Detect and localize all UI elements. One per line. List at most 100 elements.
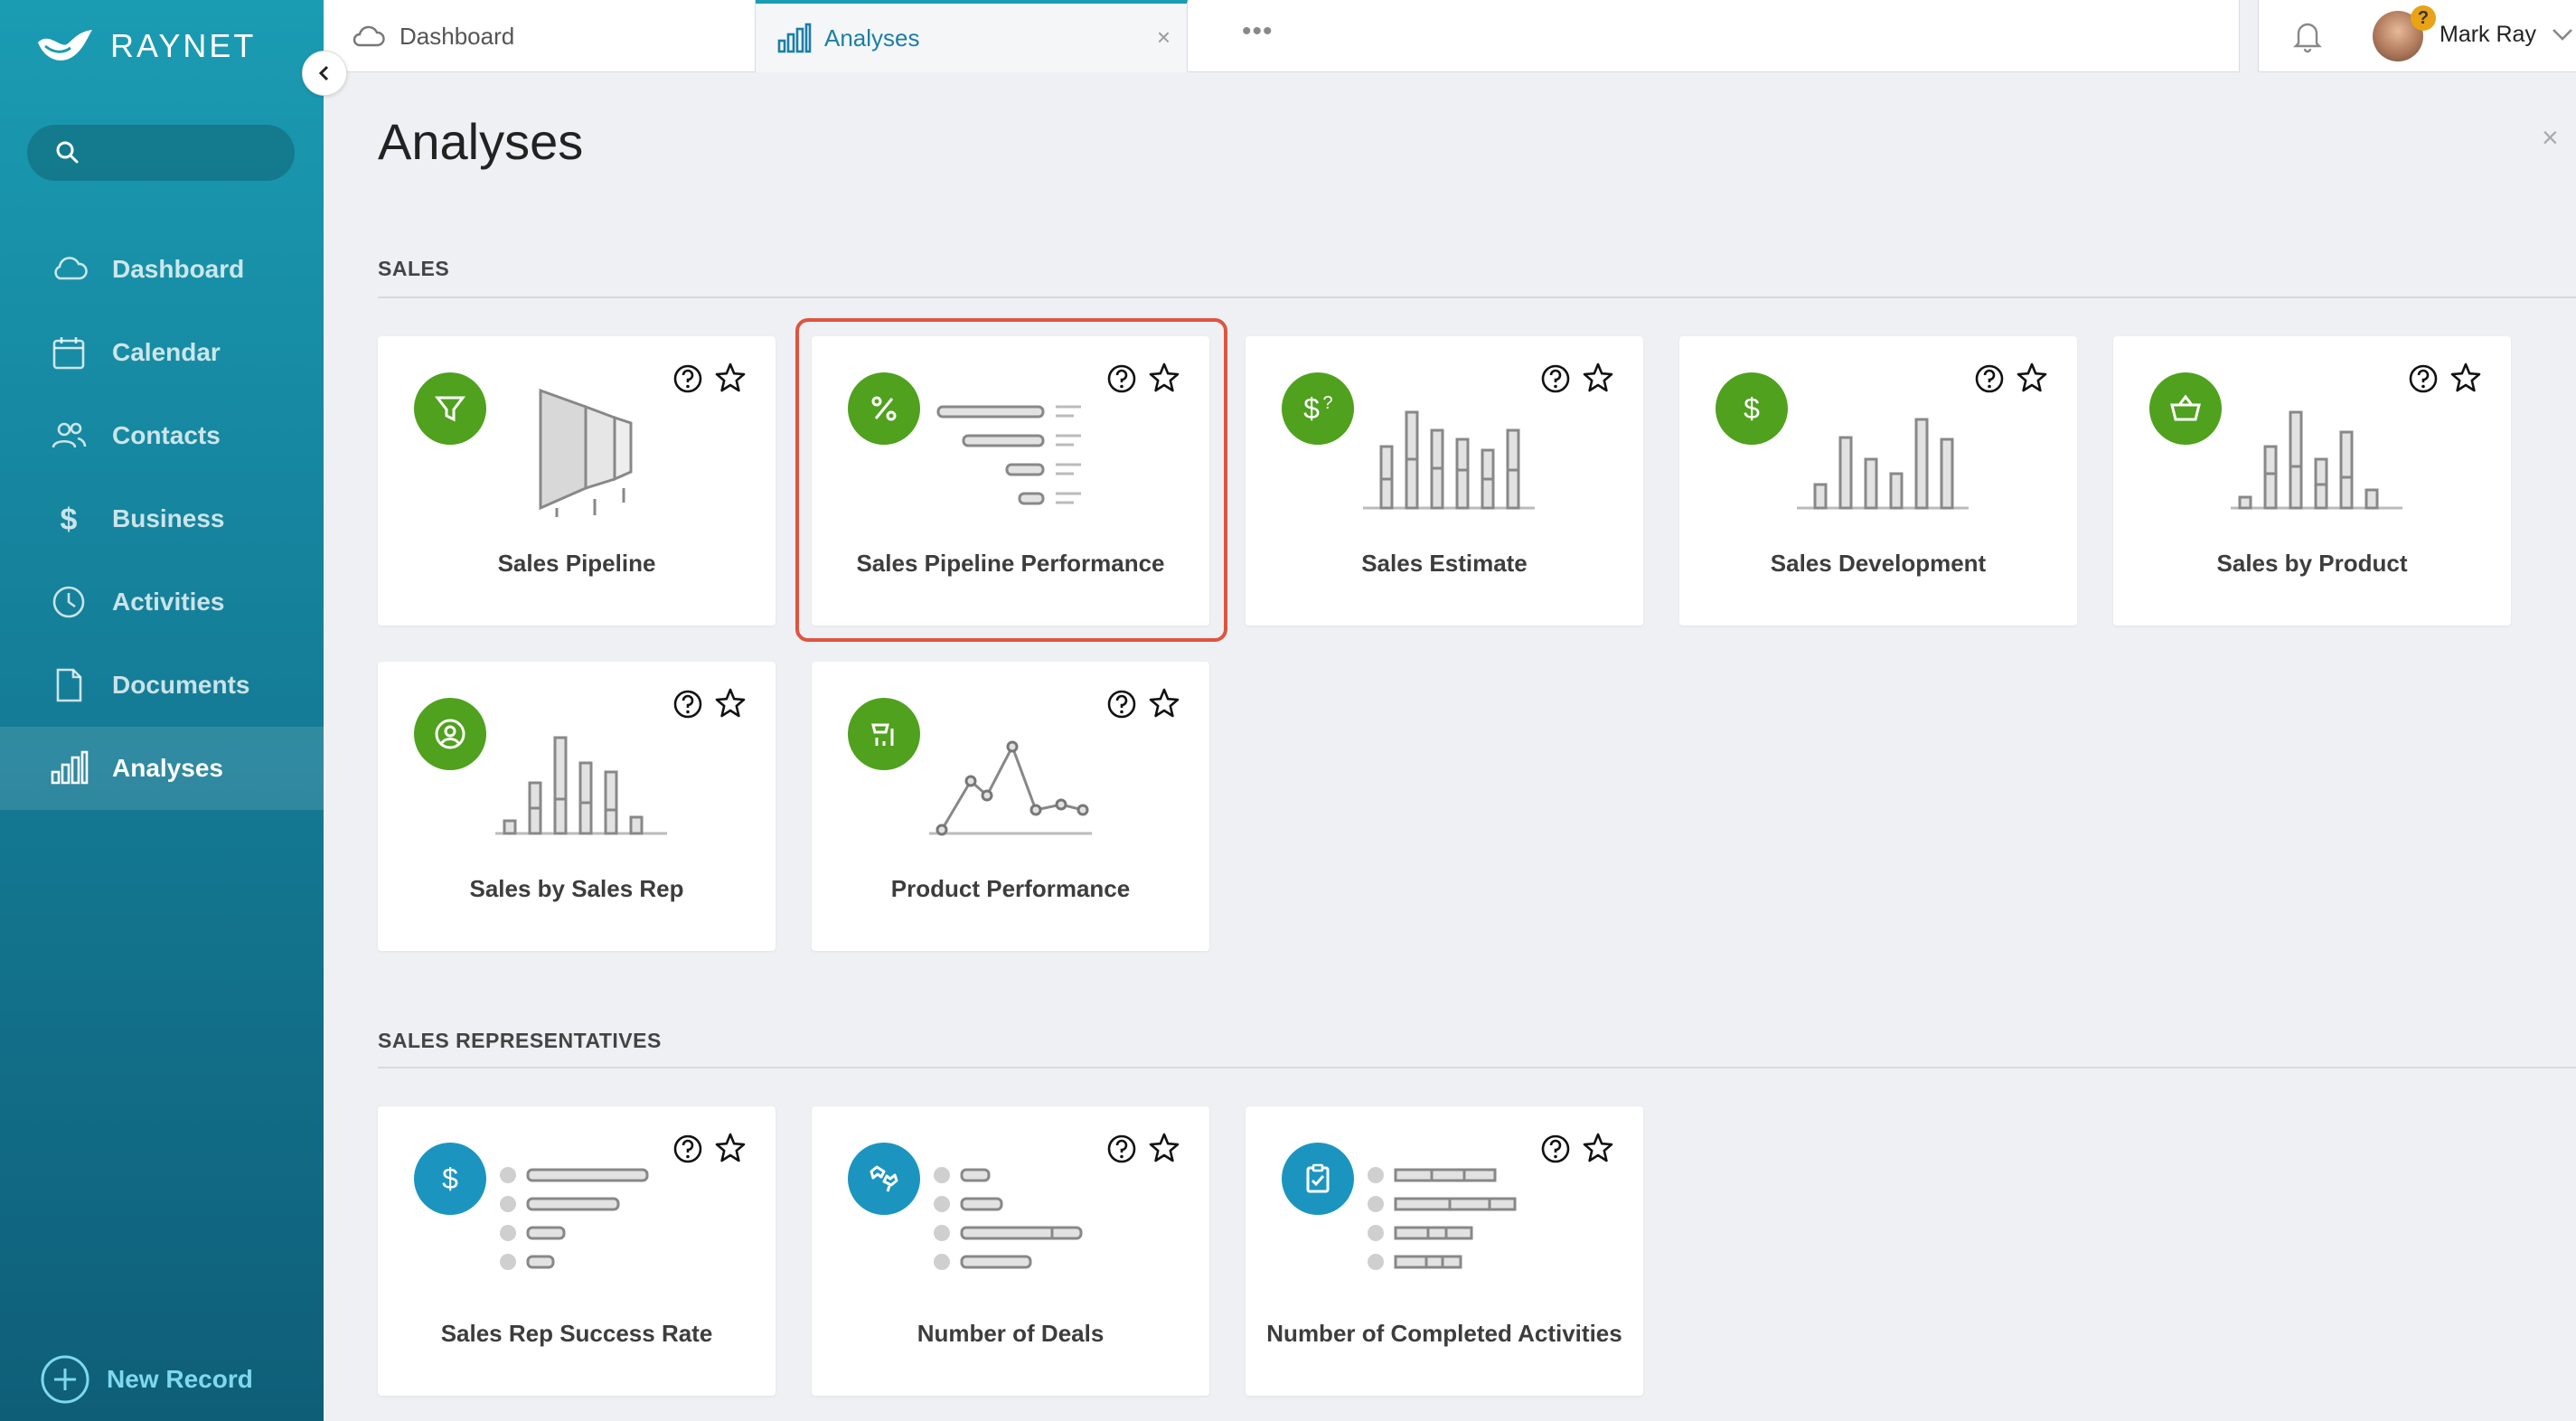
clock-icon xyxy=(52,586,85,618)
sidebar-search-input[interactable] xyxy=(27,125,295,181)
analysis-card-sales-estimate[interactable]: $? Sales Estimate xyxy=(1246,336,1643,626)
analysis-card-sales-pipeline[interactable]: Sales Pipeline xyxy=(378,336,776,626)
svg-text:$: $ xyxy=(61,503,78,537)
star-icon[interactable] xyxy=(1148,1132,1180,1164)
star-icon[interactable] xyxy=(2016,362,2048,394)
cloud-icon xyxy=(353,25,385,47)
svg-text:$: $ xyxy=(442,1162,458,1195)
analysis-card-sales-rep-success-rate[interactable]: $ Sales Rep Success Rate xyxy=(378,1106,776,1396)
help-icon[interactable] xyxy=(1540,363,1571,394)
selection-highlight xyxy=(795,318,1227,642)
analysis-card-number-of-deals[interactable]: Number of Deals xyxy=(812,1106,1209,1396)
bar-chart-icon xyxy=(777,23,812,53)
star-icon[interactable] xyxy=(2449,362,2482,394)
sidebar-item-analyses[interactable]: Analyses xyxy=(0,727,324,810)
help-icon[interactable] xyxy=(672,1134,703,1164)
help-icon[interactable] xyxy=(1540,1134,1571,1164)
analysis-card-sales-development[interactable]: $ Sales Development xyxy=(1679,336,2077,626)
sidebar-item-label: Calendar xyxy=(112,338,221,366)
clipboard-check-icon xyxy=(1282,1143,1354,1215)
card-label: Sales Pipeline Performance xyxy=(856,550,1165,577)
tabs-more-button[interactable]: ••• xyxy=(1242,16,1274,46)
sidebar-item-label: Dashboard xyxy=(112,255,245,283)
svg-text:?: ? xyxy=(1322,393,1332,413)
tab-bar: Dashboard Analyses × ••• xyxy=(324,0,2240,72)
sidebar-item-dashboard[interactable]: Dashboard xyxy=(0,228,324,311)
star-icon[interactable] xyxy=(714,1132,747,1164)
sidebar-item-contacts[interactable]: Contacts xyxy=(0,394,324,477)
avatar-badge: ? xyxy=(2411,5,2436,31)
sidebar-item-label: Contacts xyxy=(112,421,221,449)
cloud-icon xyxy=(54,257,88,280)
star-icon[interactable] xyxy=(1148,687,1180,720)
by-sales-rep-illustration xyxy=(495,736,667,835)
analysis-card-product-performance[interactable]: Product Performance xyxy=(812,662,1209,951)
plus-circle-icon xyxy=(41,1355,89,1404)
product-performance-illustration xyxy=(929,740,1092,836)
sidebar-item-label: Analyses xyxy=(112,754,223,782)
card-label: Sales Estimate xyxy=(1361,550,1528,577)
handshake-icon xyxy=(848,1143,920,1215)
search-icon xyxy=(56,141,79,164)
chevron-down-icon[interactable] xyxy=(2550,25,2575,43)
svg-text:$: $ xyxy=(1744,392,1760,425)
new-record-label: New Record xyxy=(107,1365,253,1393)
card-label: Sales by Product xyxy=(2216,550,2408,577)
help-icon[interactable] xyxy=(1106,363,1137,394)
contacts-icon xyxy=(52,422,87,448)
document-icon xyxy=(56,668,82,702)
help-icon[interactable] xyxy=(1106,1134,1137,1164)
funnel-illustration xyxy=(539,388,633,517)
sidebar-item-documents[interactable]: Documents xyxy=(0,644,324,727)
tab-close-icon[interactable]: × xyxy=(1156,24,1170,51)
help-icon[interactable] xyxy=(1106,689,1137,720)
user-name[interactable]: Mark Ray xyxy=(2440,22,2536,47)
bell-icon[interactable] xyxy=(2291,18,2324,54)
card-label: Number of Deals xyxy=(917,1320,1105,1347)
new-record-button[interactable]: New Record xyxy=(40,1354,253,1405)
funnel-icon xyxy=(414,372,486,445)
sidebar-item-label: Business xyxy=(112,504,225,532)
tab-dashboard[interactable]: Dashboard xyxy=(324,0,756,72)
analysis-card-number-of-completed-activities[interactable]: Number of Completed Activities xyxy=(1246,1106,1643,1396)
star-icon[interactable] xyxy=(1148,362,1180,394)
raynet-logo[interactable]: RAYNET xyxy=(36,24,256,69)
analysis-card-sales-by-product[interactable]: Sales by Product xyxy=(2113,336,2511,626)
star-icon[interactable] xyxy=(1582,362,1614,394)
sidebar-nav: Dashboard Calendar Contacts $ Business A… xyxy=(0,228,324,810)
completed-activities-illustration xyxy=(1368,1167,1517,1270)
raynet-bird-icon xyxy=(38,30,92,61)
sidebar-item-calendar[interactable]: Calendar xyxy=(0,311,324,394)
help-icon[interactable] xyxy=(1974,363,2005,394)
star-icon[interactable] xyxy=(714,687,747,720)
development-illustration xyxy=(1797,418,1969,510)
card-label: Sales by Sales Rep xyxy=(469,875,684,902)
dollar-icon: $ xyxy=(414,1143,486,1215)
star-icon[interactable] xyxy=(714,362,747,394)
by-product-illustration xyxy=(2231,410,2402,510)
sidebar-collapse-button[interactable] xyxy=(302,51,347,96)
sidebar-item-business[interactable]: $ Business xyxy=(0,477,324,560)
close-icon[interactable]: × xyxy=(2542,121,2559,154)
card-label: Product Performance xyxy=(890,875,1131,902)
section-divider xyxy=(378,1067,2576,1068)
estimate-illustration xyxy=(1363,410,1535,510)
analysis-card-sales-by-sales-rep[interactable]: Sales by Sales Rep xyxy=(378,662,776,951)
card-label: Number of Completed Activities xyxy=(1266,1320,1622,1347)
calendar-icon xyxy=(52,337,85,370)
brand-name: RAYNET xyxy=(110,27,257,64)
help-icon[interactable] xyxy=(2408,363,2439,394)
svg-text:$: $ xyxy=(1303,392,1320,425)
help-icon[interactable] xyxy=(672,363,703,394)
tab-analyses[interactable]: Analyses × xyxy=(756,0,1188,72)
product-chart-icon xyxy=(848,698,920,770)
sidebar-item-label: Activities xyxy=(112,588,225,616)
section-title-sales-representatives: SALES REPRESENTATIVES xyxy=(378,1029,662,1052)
sidebar-item-activities[interactable]: Activities xyxy=(0,560,324,644)
analysis-card-sales-pipeline-performance[interactable]: Sales Pipeline Performance xyxy=(812,336,1209,626)
tab-label: Analyses xyxy=(824,24,920,52)
dollar-icon: $ xyxy=(1716,372,1788,445)
star-icon[interactable] xyxy=(1582,1132,1614,1164)
help-icon[interactable] xyxy=(672,689,703,720)
tab-label: Dashboard xyxy=(400,22,515,50)
